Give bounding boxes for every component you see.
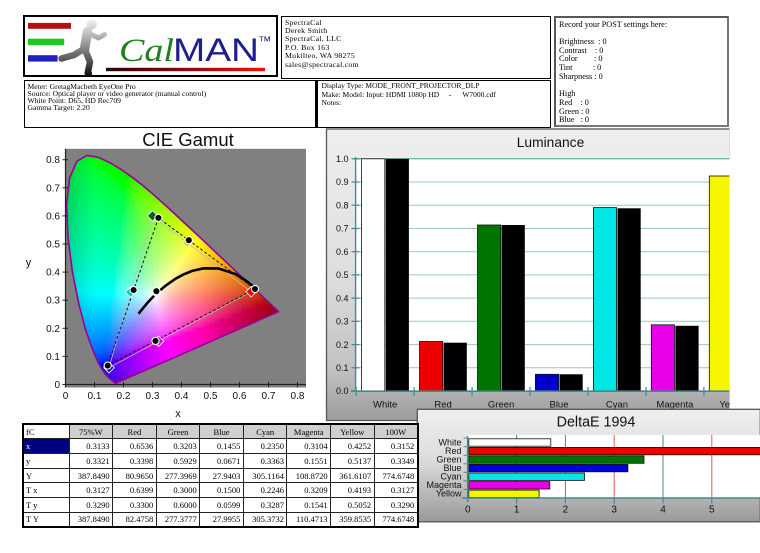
svg-text:4: 4: [660, 505, 666, 516]
svg-text:Red: Red: [445, 446, 462, 456]
svg-text:0: 0: [465, 505, 471, 516]
svg-text:0.6: 0.6: [336, 247, 349, 257]
svg-text:0.3: 0.3: [146, 391, 160, 402]
svg-text:0.5: 0.5: [46, 240, 60, 251]
svg-text:White: White: [438, 437, 461, 447]
svg-text:Blue: Blue: [549, 400, 568, 411]
svg-text:0.7: 0.7: [336, 224, 349, 234]
svg-text:Red: Red: [434, 400, 451, 411]
svg-text:0.3: 0.3: [46, 296, 60, 307]
svg-text:0.6: 0.6: [233, 391, 247, 402]
svg-text:Magenta: Magenta: [426, 480, 461, 490]
svg-text:0.1: 0.1: [46, 352, 60, 363]
svg-text:Yellow: Yellow: [719, 400, 746, 411]
svg-text:0.7: 0.7: [262, 391, 276, 402]
svg-text:0.5: 0.5: [336, 270, 349, 280]
svg-text:0.4: 0.4: [336, 293, 349, 303]
svg-text:Blue: Blue: [443, 463, 461, 473]
svg-text:Cal: Cal: [119, 33, 174, 69]
svg-text:0.2: 0.2: [117, 391, 131, 402]
svg-text:0.8: 0.8: [46, 155, 60, 166]
svg-text:x: x: [175, 408, 181, 420]
svg-text:0.1: 0.1: [336, 363, 349, 373]
svg-text:0.5: 0.5: [204, 391, 218, 402]
svg-text:y: y: [26, 257, 32, 269]
svg-text:0.0: 0.0: [336, 386, 349, 396]
svg-text:™: ™: [258, 34, 272, 49]
svg-text:1.0: 1.0: [336, 154, 349, 164]
svg-text:0.4: 0.4: [46, 268, 60, 279]
svg-text:DeltaE 1994: DeltaE 1994: [557, 415, 636, 431]
svg-text:Luminance: Luminance: [517, 135, 585, 150]
svg-text:0.8: 0.8: [291, 391, 305, 402]
svg-text:Green: Green: [488, 400, 514, 411]
svg-text:0.3: 0.3: [336, 317, 349, 327]
svg-text:White: White: [373, 400, 397, 411]
svg-text:0.9: 0.9: [336, 177, 349, 187]
svg-text:Cyan: Cyan: [440, 472, 461, 482]
svg-text:5: 5: [709, 505, 715, 516]
svg-text:0.2: 0.2: [46, 324, 60, 335]
svg-text:CIE Gamut: CIE Gamut: [142, 129, 234, 150]
svg-text:0.4: 0.4: [175, 391, 189, 402]
svg-text:Cyan: Cyan: [606, 400, 628, 411]
svg-text:Yellow: Yellow: [436, 489, 462, 499]
svg-text:0.2: 0.2: [336, 340, 349, 350]
svg-text:0: 0: [63, 391, 69, 402]
svg-text:1: 1: [514, 505, 520, 516]
svg-text:0.1: 0.1: [88, 391, 102, 402]
svg-text:Magenta: Magenta: [656, 400, 694, 411]
svg-text:Green: Green: [436, 454, 461, 464]
svg-text:3: 3: [611, 505, 617, 516]
svg-text:0: 0: [54, 380, 60, 391]
svg-text:MAN: MAN: [173, 32, 259, 68]
svg-text:2: 2: [563, 505, 569, 516]
svg-text:0.7: 0.7: [46, 183, 60, 194]
svg-text:0.6: 0.6: [46, 211, 60, 222]
svg-text:0.8: 0.8: [336, 200, 349, 210]
